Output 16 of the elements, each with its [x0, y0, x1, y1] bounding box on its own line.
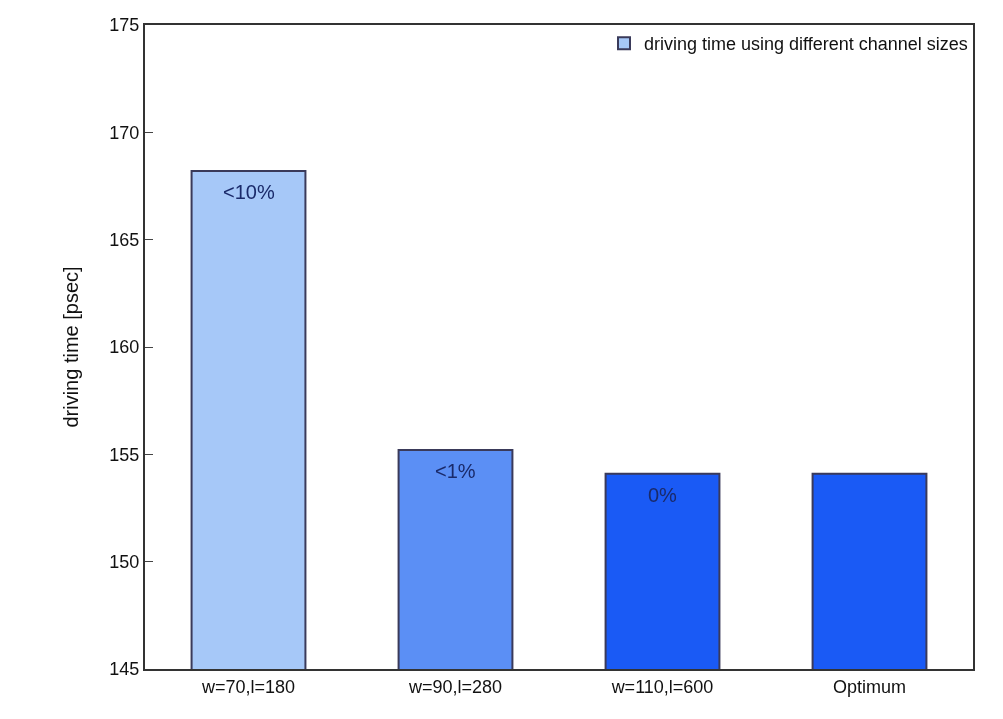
y-tick-label: 175 [109, 15, 140, 36]
annotation: <1% [435, 460, 476, 482]
x-tick-label: Optimum [832, 676, 907, 697]
y-tick-label: 155 [109, 444, 140, 465]
y-tick-label: 170 [109, 122, 140, 143]
y-tick-label: 145 [109, 659, 140, 680]
y-axis-title: driving time [psec] [60, 266, 83, 428]
y-tick-label: 150 [109, 551, 140, 572]
legend-label: driving time using different channel sizes [644, 34, 968, 55]
y-tick-label: 160 [109, 337, 140, 358]
x-tick-label: w=90,l=280 [407, 676, 503, 697]
annotation: <10% [223, 181, 275, 203]
x-tick-label: w=70,l=180 [200, 676, 296, 697]
annotation: 0% [648, 484, 678, 506]
y-tick-label: 165 [109, 229, 140, 250]
x-tick-label: w=110,l=600 [610, 676, 714, 697]
